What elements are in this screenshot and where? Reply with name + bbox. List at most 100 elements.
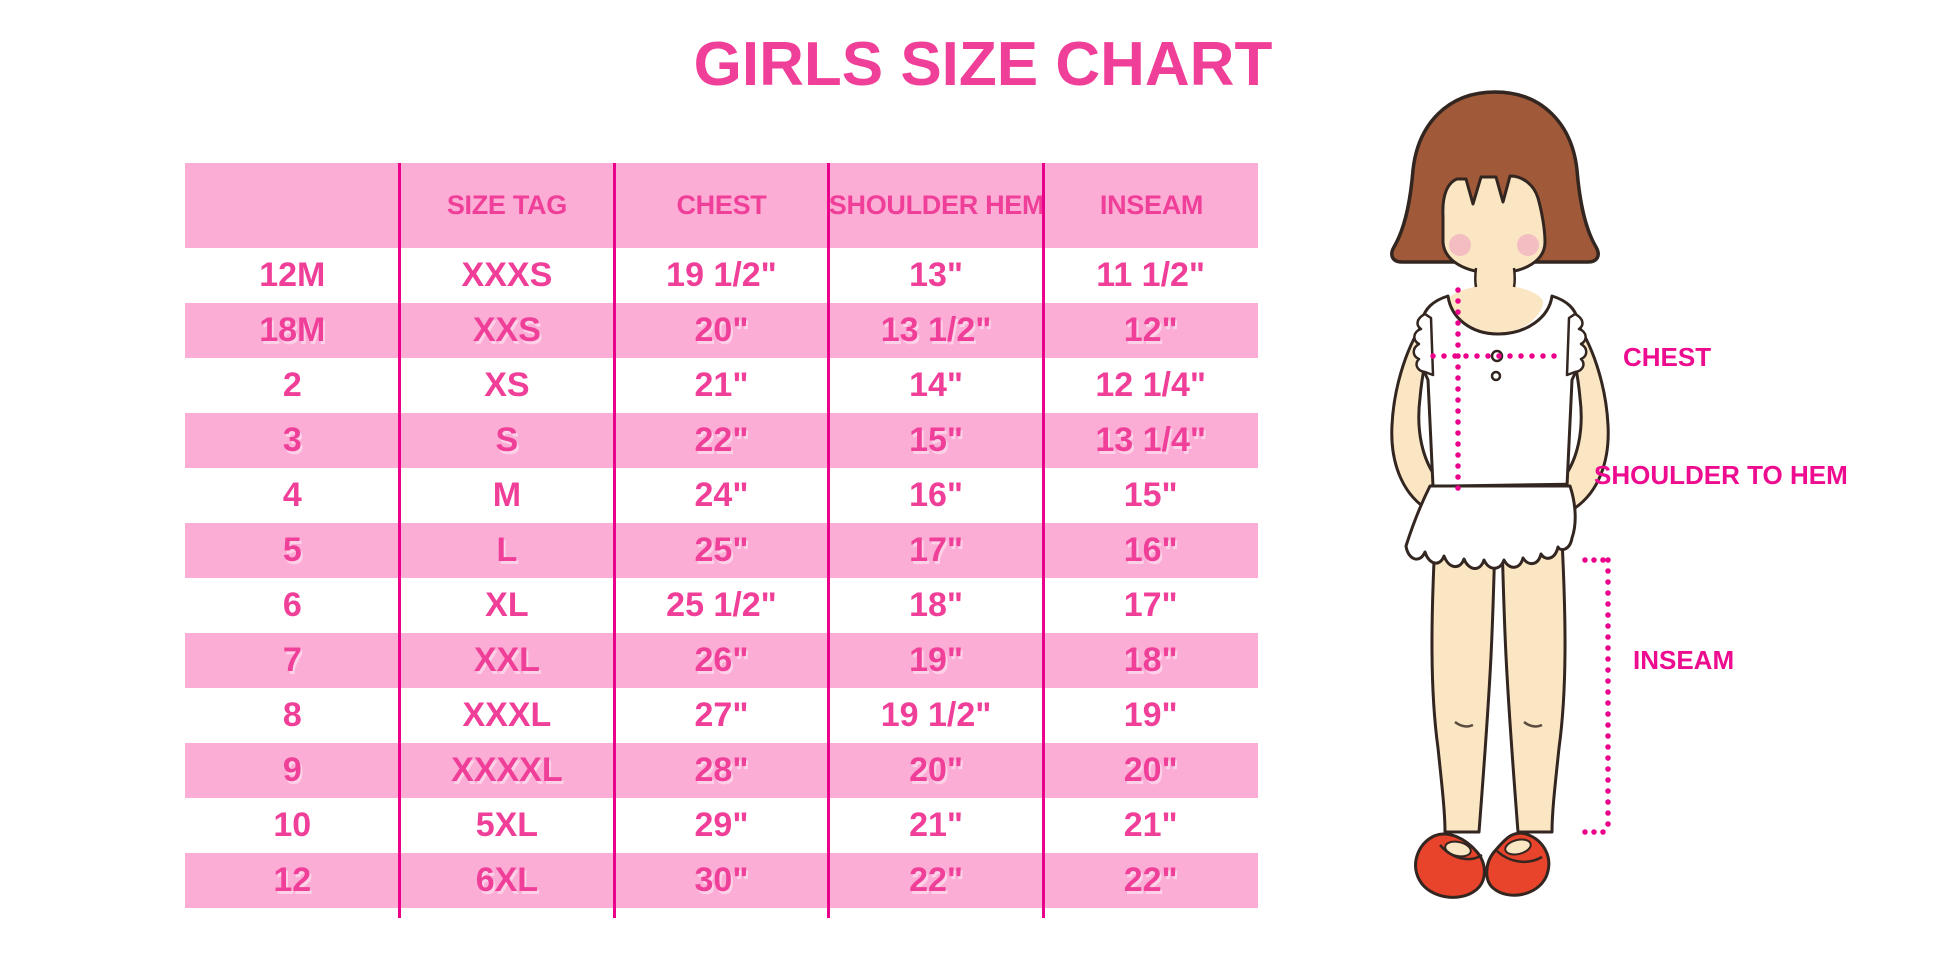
column-divider-line	[613, 163, 616, 918]
table-cell: 12M	[259, 256, 326, 294]
column-divider-line	[398, 163, 401, 918]
header-cell-shoulder-hem: SHOULDER HEM	[828, 190, 1045, 220]
table-cell: 21"	[1123, 806, 1178, 844]
table-cell: 19"	[1123, 696, 1178, 734]
table-row: 3 S 22" 15" 13 1/4"	[185, 413, 1258, 468]
shoulder-to-hem-label: SHOULDER TO HEM	[1594, 460, 1848, 490]
table-row: 4 M 24" 16" 15"	[185, 468, 1258, 523]
inseam-label: INSEAM	[1633, 645, 1735, 675]
table-cell: 21"	[694, 366, 749, 404]
table-row: 12 6XL 30" 22" 22"	[185, 853, 1258, 908]
table-cell: 2	[282, 366, 302, 404]
waist-seam	[1431, 482, 1569, 488]
table-cell: 21"	[909, 806, 964, 844]
table-cell: 17"	[909, 531, 964, 569]
table-cell: 17"	[1123, 586, 1178, 624]
table-cell: XXXL	[462, 696, 552, 734]
table-cell: 16"	[909, 476, 964, 514]
header-cell-size-tag: SIZE TAG	[446, 190, 567, 220]
page-title: GIRLS SIZE CHART	[693, 30, 1273, 99]
table-cell: 18"	[1123, 641, 1178, 679]
table-cell: 19 1/2"	[666, 256, 777, 294]
table-cell: 16"	[1123, 531, 1178, 569]
table-cell: M	[492, 476, 522, 514]
header-cell-blank	[185, 163, 400, 248]
table-cell: 5XL	[475, 806, 539, 844]
chest-label: CHEST	[1623, 342, 1712, 372]
table-cell: 19 1/2"	[880, 696, 992, 734]
table-cell: 4	[282, 476, 302, 514]
table-cell: 20"	[694, 311, 749, 349]
table-cell: 22"	[694, 421, 749, 459]
table-cell: 12 1/4"	[1095, 366, 1206, 404]
table-cell: 5	[282, 531, 302, 569]
table-row: 10 5XL 29" 21" 21"	[185, 798, 1258, 853]
table-cell: 14"	[909, 366, 964, 404]
girl-measurement-illustration	[1390, 90, 1615, 899]
table-cell: 12"	[1123, 311, 1178, 349]
table-cell: 15"	[1123, 476, 1178, 514]
blush-right	[1517, 234, 1539, 256]
table-cell: 20"	[1123, 751, 1178, 789]
sleeve-ruffle-left	[1412, 312, 1435, 377]
table-cell: 25"	[694, 531, 749, 569]
table-header-row: SIZE TAG CHEST SHOULDER HEM INSEAM	[185, 163, 1258, 248]
column-divider-line	[1042, 163, 1045, 918]
table-cell: 6XL	[475, 861, 539, 899]
table-row: 7 XXL 26" 19" 18"	[185, 633, 1258, 688]
table-cell: XXXS	[461, 256, 553, 294]
table-cell: XS	[484, 366, 530, 404]
table-cell: 22"	[909, 861, 964, 899]
column-divider-line	[827, 163, 830, 918]
header-cell-chest: CHEST	[676, 190, 767, 220]
table-cell: 24"	[694, 476, 749, 514]
table-row: 18M XXS 20" 13 1/2" 12"	[185, 303, 1258, 358]
table-row: 5 L 25" 17" 16"	[185, 523, 1258, 578]
face	[1441, 174, 1547, 275]
table-cell: XXS	[472, 311, 541, 349]
table-cell: XXL	[473, 641, 540, 679]
table-cell: XL	[485, 586, 529, 624]
leg-right	[1500, 538, 1567, 834]
table-cell: 7	[282, 641, 302, 679]
table-cell: 3	[282, 421, 302, 459]
table-cell: 11 1/2"	[1096, 256, 1206, 294]
blush-left	[1449, 234, 1471, 256]
table-cell: 22"	[1123, 861, 1178, 899]
size-table: SIZE TAG CHEST SHOULDER HEM INSEAM 12M XX…	[185, 163, 1258, 908]
table-cell: 10	[273, 806, 312, 844]
table-cell: 26"	[694, 641, 749, 679]
table-cell: 29"	[694, 806, 749, 844]
table-row: 9 XXXXL 28" 20" 20"	[185, 743, 1258, 798]
table-row: 2 XS 21" 14" 12 1/4"	[185, 358, 1258, 413]
table-cell: 27"	[694, 696, 749, 734]
table-cell: 13"	[909, 256, 964, 294]
table-cell: 20"	[909, 751, 964, 789]
table-cell: 12	[273, 861, 312, 899]
button-bottom	[1490, 370, 1502, 382]
table-cell: 25 1/2"	[666, 586, 777, 624]
table-cell: 13 1/4"	[1095, 421, 1206, 459]
table-cell: S	[495, 421, 519, 459]
table-cell: L	[496, 531, 518, 569]
shoe-right	[1485, 831, 1551, 897]
table-row: 6 XL 25 1/2" 18" 17"	[185, 578, 1258, 633]
sleeve-ruffle-right	[1565, 312, 1588, 377]
leg-left	[1430, 538, 1497, 834]
size-table-rows: 12M XXXS 19 1/2" 13" 11 1/2" 18M XXS 20" 13 1/2"…	[185, 248, 1258, 908]
table-cell: 18M	[259, 311, 326, 349]
table-cell: 30"	[694, 861, 749, 899]
table-cell: 8	[282, 696, 302, 734]
header-cell-inseam: INSEAM	[1099, 190, 1204, 220]
table-cell: 13 1/2"	[880, 311, 992, 349]
table-cell: XXXXL	[451, 751, 563, 789]
table-cell: 15"	[909, 421, 964, 459]
table-cell: 28"	[694, 751, 749, 789]
table-cell: 6	[282, 586, 302, 624]
skirt	[1404, 484, 1577, 570]
table-cell: 19"	[909, 641, 964, 679]
neck	[1447, 265, 1543, 334]
table-row: 12M XXXS 19 1/2" 13" 11 1/2"	[185, 248, 1258, 303]
table-row: 8 XXXL 27" 19 1/2" 19"	[185, 688, 1258, 743]
